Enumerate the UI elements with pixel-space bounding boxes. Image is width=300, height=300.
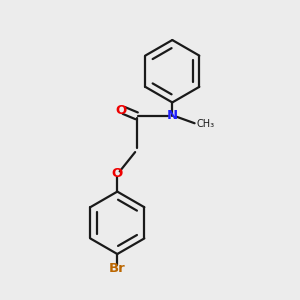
- Text: CH₃: CH₃: [196, 119, 214, 129]
- Text: O: O: [112, 167, 123, 180]
- Text: N: N: [167, 109, 178, 122]
- Text: O: O: [116, 104, 127, 117]
- Text: Br: Br: [109, 262, 126, 275]
